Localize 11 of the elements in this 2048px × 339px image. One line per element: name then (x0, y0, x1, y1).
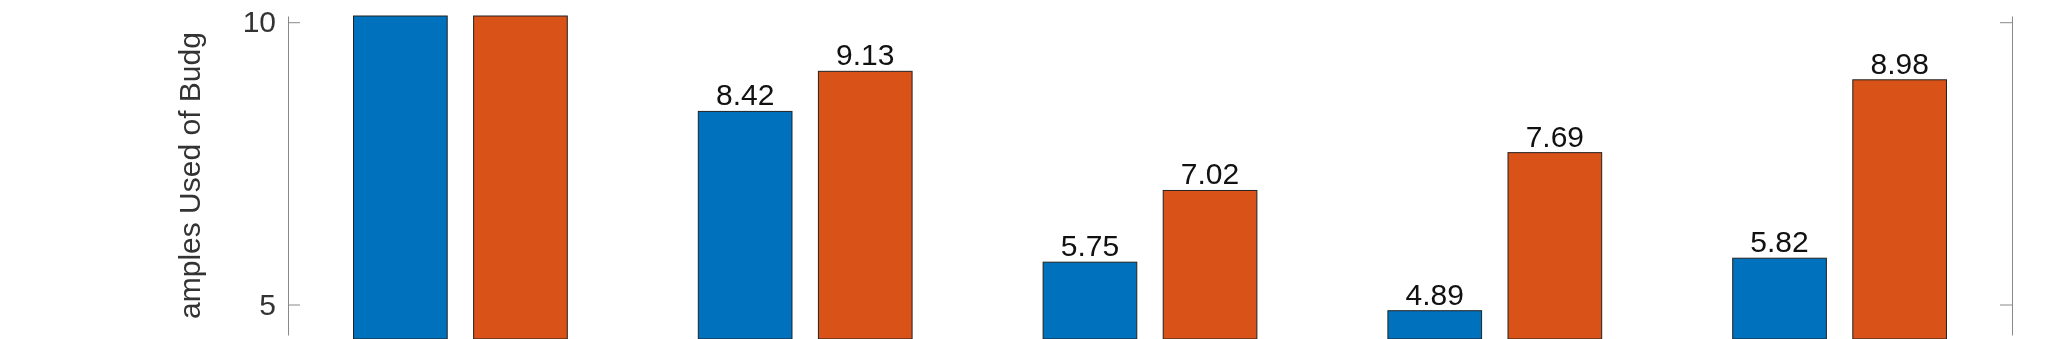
data-label: 5.82 (1750, 225, 1809, 259)
y-tick-label: 5 (259, 287, 276, 321)
data-label: 8.98 (1870, 46, 1929, 80)
y-axis-title: amples Used of Budg (173, 32, 206, 319)
data-label: 8.42 (715, 78, 775, 112)
y-tick-label: 10 (242, 5, 276, 39)
data-label: 9.13 (836, 38, 895, 72)
data-label: 4.89 (1405, 277, 1464, 311)
data-label: 7.69 (1525, 119, 1585, 153)
data-label: 7.02 (1180, 157, 1240, 191)
data-label: 5.75 (1060, 229, 1120, 263)
